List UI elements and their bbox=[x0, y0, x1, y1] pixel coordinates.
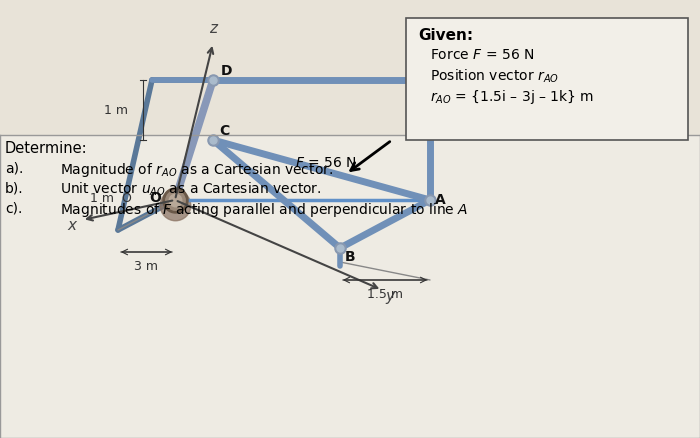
Bar bbox=[0, 0, 700, 135]
Text: 1 m  O: 1 m O bbox=[90, 191, 132, 205]
Text: A: A bbox=[435, 193, 446, 207]
FancyBboxPatch shape bbox=[406, 18, 688, 140]
Text: Unit vector $u_{AO}$ as a Cartesian vector.: Unit vector $u_{AO}$ as a Cartesian vect… bbox=[60, 181, 321, 198]
Text: b).: b). bbox=[5, 181, 24, 195]
Text: B: B bbox=[345, 250, 356, 264]
Text: Position vector $r_{AO}$: Position vector $r_{AO}$ bbox=[430, 68, 559, 85]
Text: 1 m: 1 m bbox=[104, 103, 128, 117]
Text: $r_{AO}$ = {1.5i – 3j – 1k} m: $r_{AO}$ = {1.5i – 3j – 1k} m bbox=[430, 88, 594, 106]
Text: y: y bbox=[386, 289, 395, 304]
Text: Determine:: Determine: bbox=[5, 141, 88, 156]
Text: C: C bbox=[219, 124, 230, 138]
Text: O: O bbox=[149, 191, 161, 205]
Text: x: x bbox=[67, 219, 76, 233]
Text: 1.5 m: 1.5 m bbox=[367, 288, 403, 301]
Text: Magnitude of $r_{AO}$ as a Cartesian vector.: Magnitude of $r_{AO}$ as a Cartesian vec… bbox=[60, 161, 333, 179]
Text: Force $F$ = 56 N: Force $F$ = 56 N bbox=[430, 48, 534, 62]
Text: z: z bbox=[209, 21, 217, 36]
Text: 3 m: 3 m bbox=[134, 260, 158, 273]
Text: c).: c). bbox=[5, 201, 22, 215]
Text: Magnitudes of $F$ acting parallel and perpendicular to line $A$: Magnitudes of $F$ acting parallel and pe… bbox=[60, 201, 468, 219]
Text: D: D bbox=[221, 64, 232, 78]
Text: Given:: Given: bbox=[418, 28, 473, 43]
Bar bbox=[0, 135, 700, 438]
Text: $F$ = 56 N: $F$ = 56 N bbox=[295, 156, 356, 170]
Text: a).: a). bbox=[5, 161, 23, 175]
